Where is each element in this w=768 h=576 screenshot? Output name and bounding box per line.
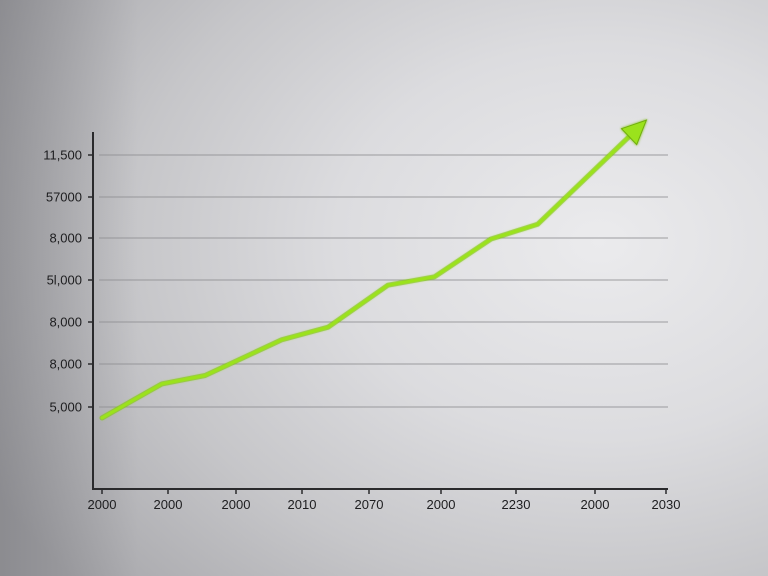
y-tick-label: 57000 [46, 190, 82, 205]
x-tick-label: 2030 [652, 497, 681, 512]
series-line-shadow [99, 123, 644, 421]
x-tick-label: 2010 [288, 497, 317, 512]
x-tick-label: 2000 [222, 497, 251, 512]
data-point [280, 338, 283, 342]
series-layer [99, 119, 648, 421]
y-tick-label: 5l,000 [47, 273, 82, 288]
x-tick-label: 2000 [154, 497, 183, 512]
y-tick-label: 8,000 [49, 357, 82, 372]
gridlines [88, 154, 668, 408]
y-tick-label: 11,500 [43, 148, 82, 163]
x-tick-label: 2000 [427, 497, 456, 512]
x-tick-labels: 2000 2000 2000 2010 2070 2000 2230 2000 2030 [88, 489, 681, 512]
data-point [100, 416, 104, 420]
data-point [203, 374, 207, 377]
x-tick-label: 2230 [502, 497, 531, 512]
y-tick-label: 8,000 [49, 231, 82, 246]
y-tick-label: 5,000 [49, 400, 82, 415]
data-point [536, 222, 539, 226]
data-point [160, 382, 164, 386]
x-tick-label: 2070 [355, 497, 384, 512]
arrow-head-icon [620, 119, 648, 146]
y-tick-label: 8,000 [49, 315, 82, 330]
data-point [489, 237, 493, 241]
x-tick-label: 2000 [581, 497, 610, 512]
data-point [433, 275, 436, 279]
y-tick-labels: 11,500 57000 8,000 5l,000 8,000 8,000 5,000 [43, 148, 82, 415]
data-point [326, 325, 330, 329]
x-tick-label: 2000 [88, 497, 117, 512]
axes [92, 132, 668, 490]
data-point [386, 283, 390, 287]
series-line [100, 124, 643, 420]
